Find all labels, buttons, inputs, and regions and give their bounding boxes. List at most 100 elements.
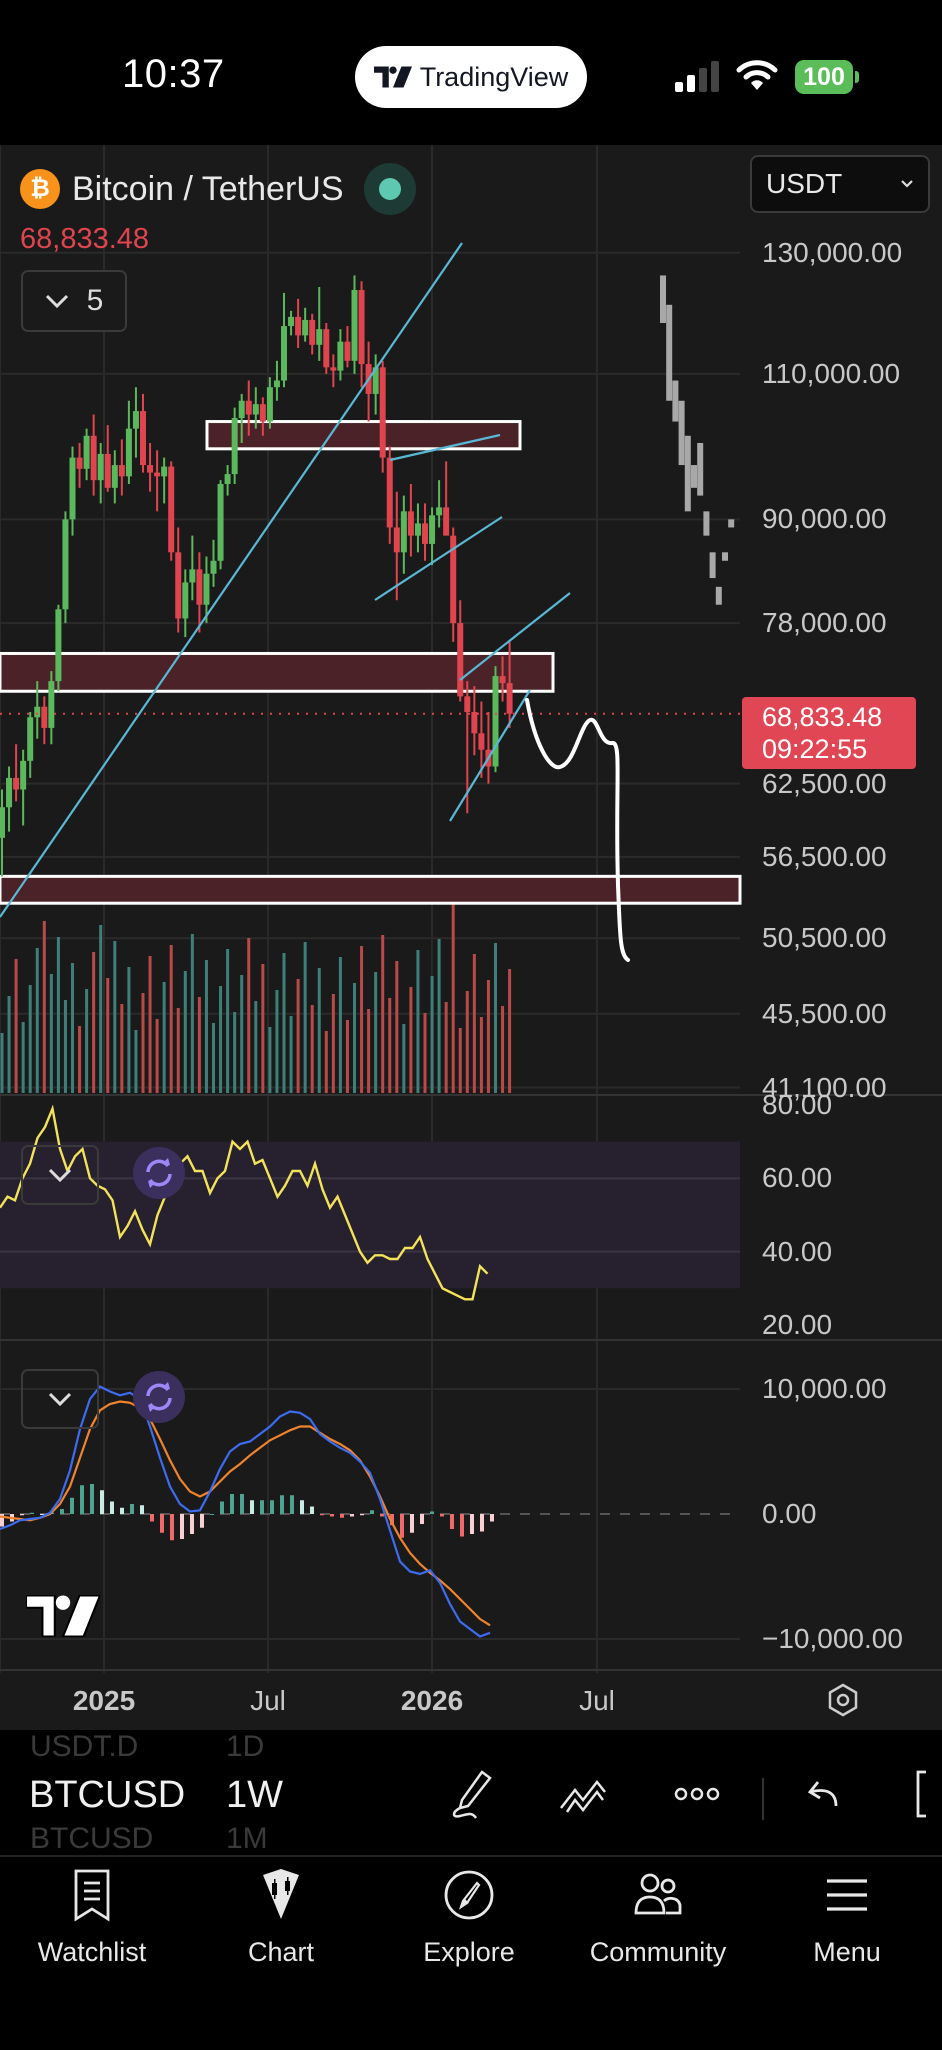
candle-body: [0, 807, 5, 838]
candle-body: [83, 435, 90, 469]
volume-bar: [338, 957, 342, 1093]
candle-body: [224, 474, 231, 484]
chevron-down-icon: [901, 180, 913, 188]
chart-settings-icon[interactable]: [826, 1683, 860, 1717]
candle-body: [189, 569, 196, 583]
candle-body: [422, 523, 428, 544]
chart-canvas[interactable]: [0, 145, 942, 1730]
interval-prev[interactable]: 1D: [226, 1730, 265, 1763]
more-icon[interactable]: [671, 1768, 723, 1820]
volume-bar: [71, 963, 74, 1093]
volume-bar: [106, 978, 110, 1093]
rsi-pane-toggle-button[interactable]: [21, 1145, 99, 1205]
candle-body: [161, 466, 168, 477]
volume-bar: [49, 974, 53, 1093]
candle-body: [62, 519, 69, 610]
symbol-header[interactable]: ₿ Bitcoin / TetherUS: [20, 163, 416, 215]
nav-label: Community: [589, 1937, 727, 1967]
volume-bar: [183, 971, 187, 1093]
chart-container[interactable]: ₿ Bitcoin / TetherUS 68,833.48 5 USDT 13…: [0, 145, 942, 1730]
macd-histogram-bar: [410, 1514, 414, 1533]
candle-body: [464, 696, 471, 712]
volume-bar: [317, 968, 321, 1093]
volume-bar: [219, 986, 223, 1093]
candle-body: [210, 560, 217, 574]
nav-label: Menu: [813, 1937, 881, 1967]
volume-bar: [388, 998, 392, 1093]
volume-bar: [99, 925, 103, 1093]
volume-bar: [451, 875, 455, 1093]
bookmark-list-icon: [74, 1869, 110, 1922]
rsi-sync-button[interactable]: [133, 1147, 185, 1199]
volume-bar: [395, 961, 399, 1093]
nav-chart[interactable]: Chart: [201, 1867, 361, 1968]
interval-next[interactable]: 1M: [226, 1822, 268, 1855]
candle-body: [196, 569, 203, 605]
symbol-button[interactable]: BTCUSD: [29, 1774, 186, 1816]
market-open-status-icon[interactable]: [363, 163, 416, 215]
macd-axis-label: −10,000.00: [762, 1623, 903, 1654]
nav-menu[interactable]: Menu: [767, 1867, 927, 1968]
last-price-tag: 68,833.48 09:22:55: [742, 697, 916, 769]
sync-icon: [146, 1158, 172, 1188]
macd-histogram-bar: [240, 1494, 244, 1514]
compare-bar: [660, 275, 666, 323]
candle-body: [471, 711, 478, 734]
candle-body: [125, 428, 132, 477]
compare-bar: [728, 519, 735, 528]
brush-icon[interactable]: [446, 1768, 498, 1820]
macd-histogram-bar: [400, 1514, 404, 1538]
candle-body: [288, 316, 295, 327]
price-axis-label: 90,000.00: [762, 503, 887, 535]
nav-watchlist[interactable]: Watchlist: [12, 1867, 172, 1968]
trendline: [0, 242, 463, 918]
candle-body: [309, 319, 316, 345]
macd-histogram-bar: [170, 1514, 174, 1541]
candle-body: [316, 329, 323, 345]
candle-body: [443, 507, 450, 536]
price-axis-label: 78,000.00: [762, 607, 887, 639]
fullscreen-icon[interactable]: [912, 1768, 942, 1820]
macd-sync-button[interactable]: [133, 1371, 185, 1423]
candle-body: [372, 367, 379, 394]
tradingview-app-pill[interactable]: TradingView: [355, 46, 587, 108]
macd-histogram-bar: [70, 1497, 74, 1514]
symbol-title[interactable]: Bitcoin / TetherUS: [72, 169, 344, 208]
symbol-next[interactable]: BTCUSD: [30, 1822, 154, 1855]
candle-body: [55, 609, 62, 682]
candle-body: [13, 777, 20, 790]
price-axis-label: 45,500.00: [762, 997, 887, 1029]
macd-histogram-bar: [180, 1514, 184, 1539]
macd-histogram-bar: [280, 1495, 284, 1514]
sync-icon: [146, 1382, 172, 1412]
macd-histogram-bar: [370, 1510, 374, 1514]
chevron-down-icon: [48, 1392, 72, 1407]
macd-histogram-bar: [360, 1514, 364, 1516]
volume-bar: [233, 1012, 237, 1093]
nav-community[interactable]: Community: [578, 1867, 738, 1968]
macd-pane-toggle-button[interactable]: [21, 1369, 99, 1429]
macd-histogram-bar: [380, 1514, 384, 1517]
candle-body: [281, 326, 287, 381]
nav-explore[interactable]: Explore: [389, 1867, 549, 1968]
candle-body: [379, 367, 386, 458]
price-axis-label: 62,500.00: [762, 767, 887, 799]
volume-bar: [458, 1028, 462, 1093]
volume-bar: [35, 948, 39, 1093]
bottom-nav: Watchlist Chart Explore Community Menu: [0, 1855, 942, 2050]
chart-candles-icon: [263, 1869, 299, 1919]
symbol-prev[interactable]: USDT.D: [30, 1730, 139, 1763]
app-pill-label: TradingView: [419, 61, 569, 92]
candle-body: [414, 523, 421, 536]
volume-bar: [303, 942, 307, 1093]
volume-bar: [56, 937, 60, 1093]
candle-body: [351, 289, 358, 361]
drawing-tools-icon[interactable]: [557, 1768, 609, 1820]
undo-icon[interactable]: [802, 1768, 854, 1820]
interval-button[interactable]: 1W: [226, 1774, 283, 1816]
macd-histogram-bar: [130, 1504, 134, 1514]
currency-select[interactable]: USDT: [750, 155, 930, 213]
candle-body: [323, 329, 330, 368]
rsi-axis-label: 80.00: [762, 1089, 833, 1120]
indicators-toggle-button[interactable]: 5: [21, 270, 127, 332]
